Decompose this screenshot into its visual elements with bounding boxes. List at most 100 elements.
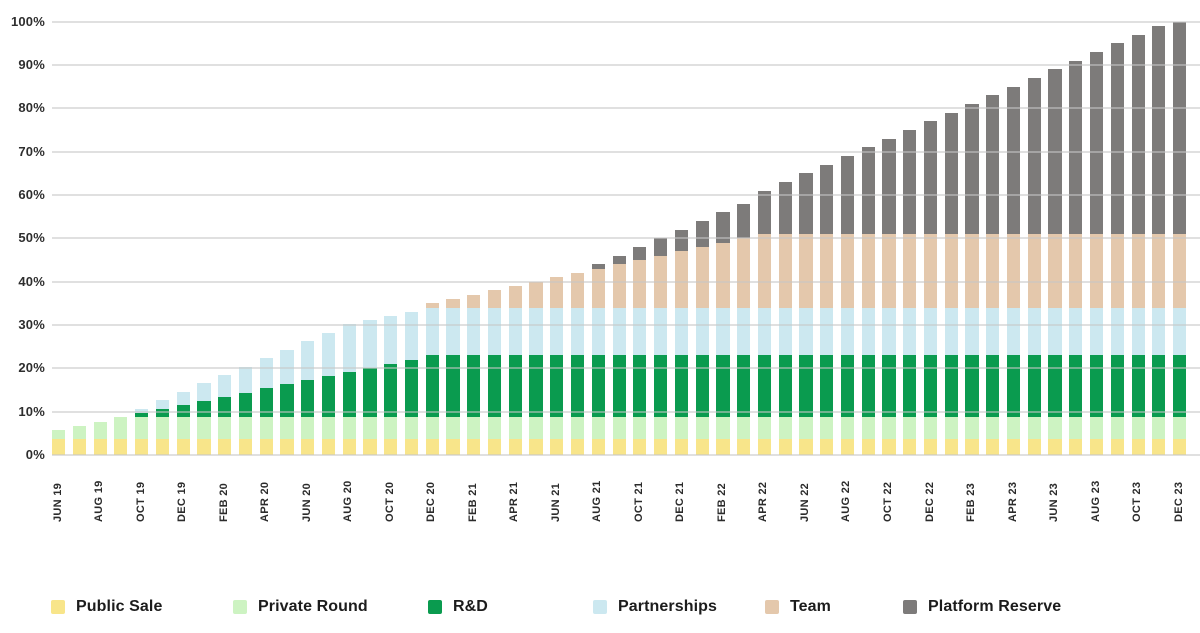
segment-team[interactable] [778,233,792,308]
bar-jun-22[interactable] [799,173,813,455]
segment-private-round[interactable] [861,417,875,439]
segment-r-d[interactable] [633,355,647,418]
bar-feb-21[interactable] [467,294,481,455]
segment-r-d[interactable] [301,380,315,418]
bar-nov-23[interactable] [1152,25,1166,455]
segment-partnerships[interactable] [467,307,481,356]
segment-partnerships[interactable] [1152,307,1166,356]
segment-public-sale[interactable] [654,438,668,455]
segment-private-round[interactable] [72,425,86,439]
segment-r-d[interactable] [695,355,709,418]
segment-platform-reserve[interactable] [799,173,813,234]
segment-platform-reserve[interactable] [737,203,751,239]
segment-private-round[interactable] [238,417,253,439]
bar-apr-22[interactable] [757,190,772,455]
segment-r-d[interactable] [591,355,605,418]
bar-apr-23[interactable] [1006,86,1021,455]
segment-r-d[interactable] [654,355,668,418]
segment-private-round[interactable] [633,417,647,439]
segment-platform-reserve[interactable] [1027,77,1041,234]
bar-mar-22[interactable] [737,203,751,455]
segment-team[interactable] [1173,233,1187,308]
segment-team[interactable] [944,233,958,308]
segment-r-d[interactable] [404,359,419,418]
segment-public-sale[interactable] [280,438,294,455]
segment-r-d[interactable] [882,355,896,418]
bar-feb-23[interactable] [965,103,979,455]
segment-public-sale[interactable] [155,438,169,455]
segment-team[interactable] [986,233,1000,308]
legend-item-private-round[interactable]: Private Round [233,598,368,616]
bar-nov-22[interactable] [903,129,917,455]
segment-public-sale[interactable] [550,438,564,455]
segment-r-d[interactable] [944,355,958,418]
segment-private-round[interactable] [903,417,917,439]
segment-r-d[interactable] [135,413,149,418]
segment-r-d[interactable] [508,355,522,418]
segment-public-sale[interactable] [965,438,979,455]
segment-r-d[interactable] [197,400,211,418]
segment-public-sale[interactable] [1006,438,1021,455]
segment-r-d[interactable] [529,355,543,418]
segment-public-sale[interactable] [321,438,336,455]
segment-private-round[interactable] [1006,417,1021,439]
segment-partnerships[interactable] [425,307,439,356]
segment-partnerships[interactable] [757,307,772,356]
segment-team[interactable] [633,259,647,308]
segment-partnerships[interactable] [778,307,792,356]
segment-r-d[interactable] [840,355,855,418]
segment-platform-reserve[interactable] [674,229,688,252]
segment-platform-reserve[interactable] [757,190,772,234]
segment-public-sale[interactable] [799,438,813,455]
segment-r-d[interactable] [218,396,232,418]
segment-partnerships[interactable] [446,307,460,356]
segment-platform-reserve[interactable] [612,255,626,265]
segment-public-sale[interactable] [1048,438,1062,455]
bar-apr-21[interactable] [508,285,522,455]
segment-public-sale[interactable] [259,438,273,455]
bar-jan-23[interactable] [944,112,958,455]
segment-r-d[interactable] [155,409,169,418]
bar-nov-19[interactable] [155,400,169,455]
segment-r-d[interactable] [861,355,875,418]
segment-private-round[interactable] [1131,417,1145,439]
segment-team[interactable] [550,277,564,308]
segment-private-round[interactable] [778,417,792,439]
bar-may-22[interactable] [778,181,792,455]
segment-platform-reserve[interactable] [633,246,647,260]
segment-team[interactable] [571,272,585,308]
segment-team[interactable] [820,233,834,308]
segment-team[interactable] [923,233,938,308]
segment-team[interactable] [695,246,709,308]
segment-team[interactable] [1152,233,1166,308]
segment-team[interactable] [716,242,730,308]
segment-partnerships[interactable] [1048,307,1062,356]
segment-partnerships[interactable] [238,366,253,393]
bar-dec-20[interactable] [425,303,439,455]
bar-aug-21[interactable] [591,264,605,455]
segment-private-round[interactable] [114,417,128,439]
bar-may-20[interactable] [280,349,294,455]
bar-jan-22[interactable] [695,220,709,455]
segment-r-d[interactable] [1027,355,1041,418]
segment-r-d[interactable] [1090,355,1104,418]
segment-platform-reserve[interactable] [716,212,730,243]
segment-private-round[interactable] [93,421,107,439]
segment-private-round[interactable] [487,417,502,439]
segment-public-sale[interactable] [425,438,439,455]
segment-partnerships[interactable] [695,307,709,356]
segment-private-round[interactable] [404,417,419,439]
segment-r-d[interactable] [321,376,336,418]
segment-platform-reserve[interactable] [1131,34,1145,234]
segment-public-sale[interactable] [467,438,481,455]
segment-team[interactable] [737,238,751,308]
segment-private-round[interactable] [1027,417,1041,439]
segment-public-sale[interactable] [52,438,66,455]
segment-partnerships[interactable] [404,311,419,360]
segment-partnerships[interactable] [197,383,211,401]
segment-partnerships[interactable] [674,307,688,356]
segment-r-d[interactable] [799,355,813,418]
segment-r-d[interactable] [550,355,564,418]
segment-team[interactable] [799,233,813,308]
segment-partnerships[interactable] [923,307,938,356]
